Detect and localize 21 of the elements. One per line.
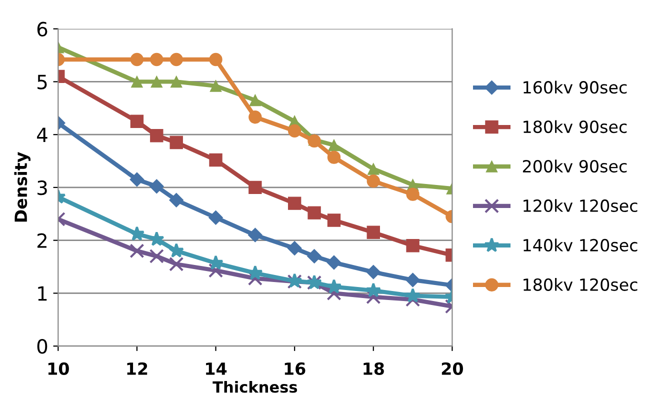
y-tick-label: 2: [37, 233, 46, 248]
y-tick-label: 4: [36, 128, 48, 142]
x-tick-label: 14: [206, 362, 227, 375]
x-tick-label: 10: [48, 362, 69, 375]
x-tick-label: 16: [284, 362, 306, 375]
y-tick-label: 5: [38, 74, 47, 90]
y-tick-label: 0: [37, 339, 48, 354]
y-tick-label: 1: [38, 286, 47, 301]
y-tick-label: 3: [38, 180, 47, 196]
legend-label: 140kv 120sec: [524, 238, 638, 252]
legend-label: 160kv 90sec: [524, 80, 627, 94]
x-tick-label: 20: [442, 362, 463, 375]
x-axis-title: Thickness: [212, 380, 298, 393]
y-axis-title: Density: [14, 152, 30, 222]
x-tick-label: 18: [364, 362, 384, 375]
legend-label: 180kv 120sec: [524, 278, 638, 291]
legend-label: 180kv 90sec: [524, 120, 627, 134]
legend-label: 120kv 120sec: [524, 199, 638, 212]
x-tick-label: 12: [127, 362, 148, 375]
legend-label: 200kv 90sec: [522, 160, 627, 173]
y-tick-label: 6: [37, 22, 48, 37]
